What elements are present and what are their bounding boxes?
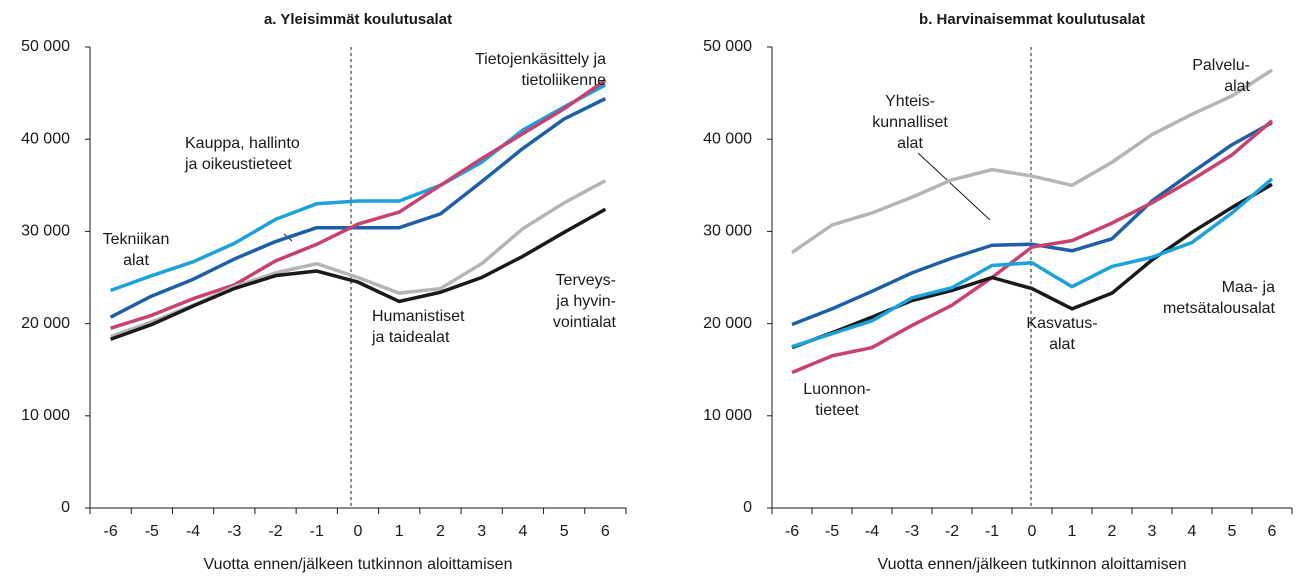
series-annotation: Kasvatus-alat — [1026, 315, 1097, 353]
annotation-line: Humanistiset — [372, 308, 465, 325]
series-annotation: Tekniikan alat — [103, 231, 170, 269]
series-annotation: Humanistiset ja taidealat — [371, 308, 465, 346]
y-tick-label: 10 000 — [21, 407, 70, 424]
series-annotation: Terveys-ja hyvin-vointialat — [553, 272, 617, 331]
x-tick-label: -6 — [785, 523, 799, 540]
annotation-line: Maa- ja — [1222, 279, 1275, 296]
line-series — [791, 121, 1273, 327]
line-series — [110, 207, 607, 341]
annotation-line: metsätalousalat — [1163, 300, 1276, 317]
line-series — [791, 119, 1274, 375]
x-tick-label: 0 — [354, 523, 363, 540]
x-tick-label: 4 — [1188, 523, 1197, 540]
x-tick-label: 5 — [560, 523, 569, 540]
x-tick-label: -1 — [310, 523, 324, 540]
annotation-line: Luonnon- — [803, 381, 871, 398]
y-tick-label: 30 000 — [21, 223, 70, 240]
x-tick-label: 1 — [1068, 523, 1077, 540]
x-tick-label: 6 — [1268, 523, 1277, 540]
leader-line — [917, 152, 991, 221]
annotation-line: alat — [897, 135, 923, 152]
y-tick-label: 40 000 — [703, 130, 752, 147]
annotation-line: alat — [1049, 336, 1075, 353]
line-series — [110, 78, 607, 330]
x-tick-label: 3 — [1148, 523, 1157, 540]
x-tick-label: 3 — [477, 523, 486, 540]
line-series — [791, 68, 1273, 255]
series-annotation: Palvelu-alat — [1192, 57, 1250, 95]
chart-title: b. Harvinaisemmat koulutusalat — [919, 11, 1145, 28]
series-annotation: Yhteis-kunnalliset alat — [872, 93, 948, 152]
x-tick-label: -5 — [825, 523, 839, 540]
annotation-line: vointialat — [553, 314, 617, 331]
x-tick-label: -6 — [103, 523, 117, 540]
y-tick-label: 40 000 — [21, 130, 70, 147]
series-annotation: Tietojenkäsittely ja tietoliikenne — [475, 51, 606, 89]
y-tick-label: 0 — [743, 499, 752, 516]
annotation-line: Kasvatus- — [1026, 315, 1097, 332]
line-series — [791, 177, 1274, 349]
line-series — [109, 97, 607, 319]
x-tick-label: -1 — [985, 523, 999, 540]
annotation-line: Tekniikan — [103, 231, 170, 248]
annotation-line: alat — [123, 252, 149, 269]
annotation-line: Palvelu- — [1192, 57, 1250, 74]
x-tick-label: 1 — [395, 523, 404, 540]
series-annotation: Maa- ja metsätalousalat — [1163, 279, 1276, 317]
x-tick-label: -2 — [945, 523, 959, 540]
y-tick-label: 20 000 — [21, 315, 70, 332]
annotation-line: Yhteis- — [885, 93, 935, 110]
line-series — [110, 83, 607, 293]
x-tick-label: -3 — [227, 523, 241, 540]
series-annotation: Luonnon-tieteet — [803, 381, 871, 419]
annotation-line: ja oikeustieteet — [184, 156, 292, 173]
x-tick-label: -5 — [145, 523, 159, 540]
x-tick-label: 2 — [1108, 523, 1117, 540]
annotation-line: kunnalliset — [872, 114, 948, 131]
annotation-line: Terveys- — [556, 272, 616, 289]
x-axis-label: Vuotta ennen/jälkeen tutkinnon aloittami… — [204, 556, 513, 573]
y-tick-label: 20 000 — [703, 315, 752, 332]
x-tick-label: 4 — [518, 523, 527, 540]
annotation-line: tieteet — [815, 402, 859, 419]
annotation-line: Tietojenkäsittely ja — [475, 51, 606, 68]
x-tick-label: 6 — [601, 523, 610, 540]
line-series — [110, 179, 607, 339]
y-tick-label: 10 000 — [703, 407, 752, 424]
x-tick-label: -4 — [865, 523, 879, 540]
x-axis-label: Vuotta ennen/jälkeen tutkinnon aloittami… — [878, 556, 1187, 573]
y-tick-label: 30 000 — [703, 223, 752, 240]
annotation-line: alat — [1224, 78, 1250, 95]
y-tick-label: 50 000 — [21, 38, 70, 55]
x-tick-label: -4 — [186, 523, 200, 540]
annotation-line: tietoliikenne — [522, 72, 607, 89]
y-tick-label: 50 000 — [703, 38, 752, 55]
chart-title: a. Yleisimmät koulutusalat — [264, 11, 452, 28]
line-series — [791, 182, 1273, 350]
annotation-line: ja taidealat — [371, 329, 450, 346]
x-tick-label: -2 — [268, 523, 282, 540]
series-annotation: Kauppa, hallinto ja oikeustieteet — [184, 135, 300, 173]
x-tick-label: 5 — [1228, 523, 1237, 540]
x-tick-label: 0 — [1028, 523, 1037, 540]
annotation-line: Kauppa, hallinto — [185, 135, 300, 152]
x-tick-label: -3 — [905, 523, 919, 540]
y-tick-label: 0 — [61, 499, 70, 516]
annotation-line: ja hyvin- — [555, 293, 616, 310]
x-tick-label: 2 — [436, 523, 445, 540]
